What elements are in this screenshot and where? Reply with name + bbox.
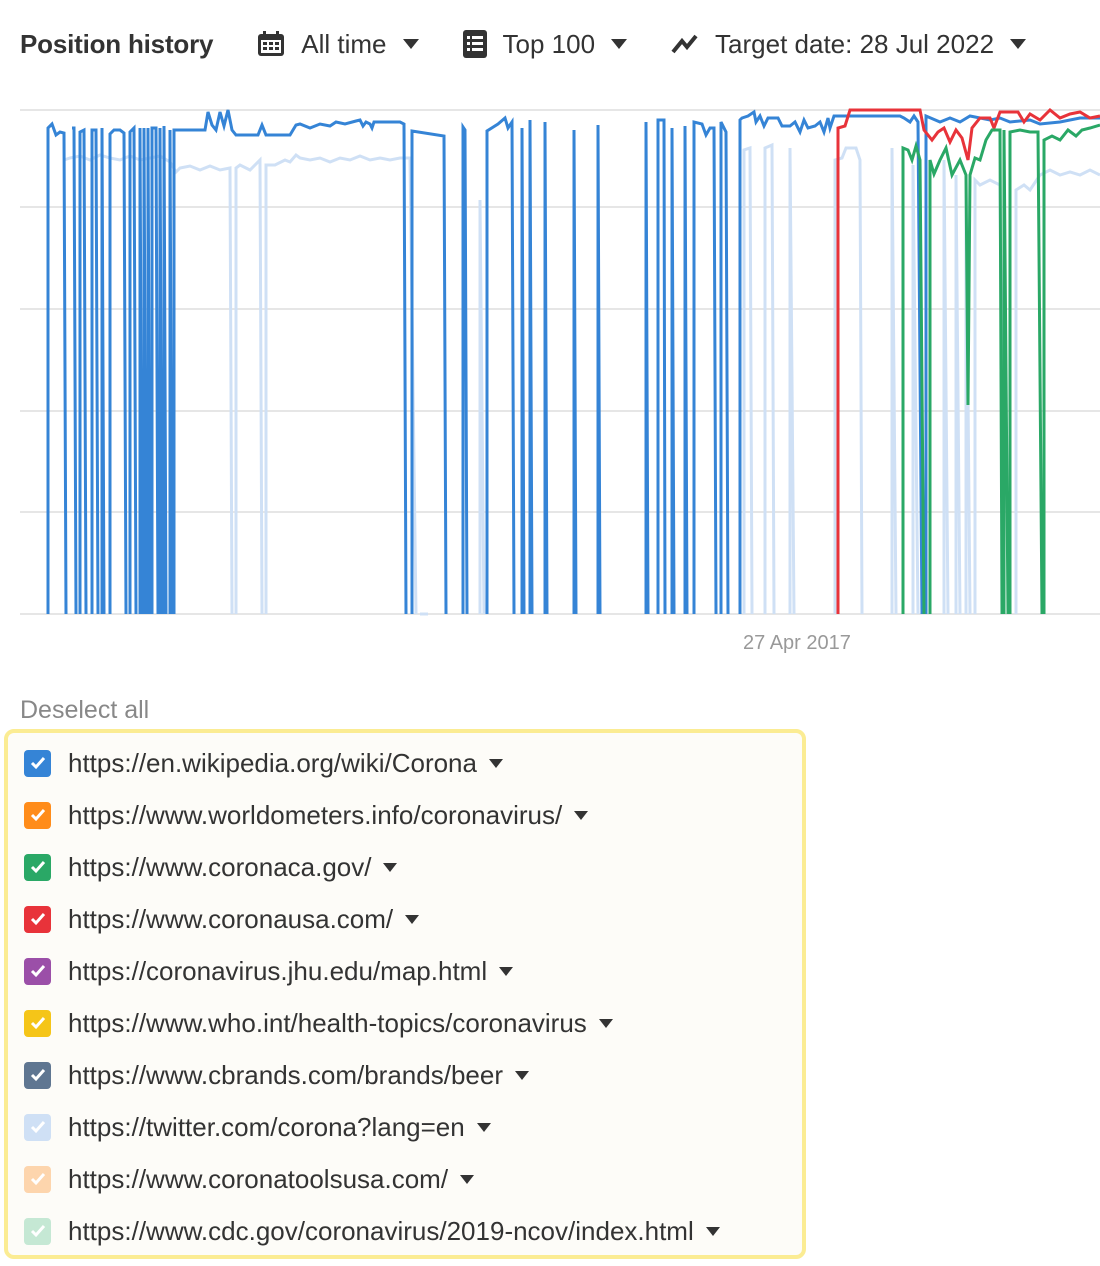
checkmark-icon (30, 1121, 45, 1134)
series-legend: https://en.wikipedia.org/wiki/Corona http… (4, 729, 806, 1259)
checkmark-icon (30, 1017, 45, 1030)
x-axis-tick-label: 27 Apr 2017 (743, 632, 851, 654)
legend-item-label: https://www.who.int/health-topics/corona… (68, 1007, 587, 1038)
deselect-all-link[interactable]: Deselect all (20, 696, 150, 724)
chevron-down-icon[interactable] (598, 1018, 613, 1028)
top-label: Top 100 (502, 28, 596, 59)
series-line[interactable] (63, 142, 1100, 616)
chevron-down-icon[interactable] (460, 1174, 475, 1184)
target-date-label: Target date: 28 Jul 2022 (715, 28, 995, 59)
series-checkbox[interactable] (24, 1217, 51, 1245)
legend-item-label: https://twitter.com/corona?lang=en (68, 1111, 465, 1142)
checkmark-icon (30, 757, 45, 770)
legend-item-label: https://coronavirus.jhu.edu/map.html (68, 955, 488, 986)
position-history-chart[interactable] (0, 90, 1100, 660)
chevron-down-icon (611, 39, 628, 49)
legend-item-label: https://www.coronatoolsusa.com/ (68, 1163, 449, 1194)
legend-item[interactable]: https://www.coronatoolsusa.com/ (24, 1159, 475, 1199)
legend-item[interactable]: https://www.worldometers.info/coronaviru… (24, 795, 589, 835)
series-line[interactable] (836, 107, 1100, 614)
series-checkbox[interactable] (24, 853, 51, 881)
page-title: Position history (20, 28, 214, 59)
series-checkbox[interactable] (24, 1165, 51, 1193)
legend-item[interactable]: https://www.coronaca.gov/ (24, 847, 398, 887)
checkmark-icon (30, 809, 45, 822)
series-checkbox[interactable] (24, 1061, 51, 1089)
series-checkbox[interactable] (24, 957, 51, 985)
legend-item[interactable]: https://en.wikipedia.org/wiki/Corona (24, 743, 503, 783)
legend-item[interactable]: https://www.cdc.gov/coronavirus/2019-nco… (24, 1211, 720, 1251)
legend-item-label: https://www.cbrands.com/brands/beer (68, 1059, 503, 1090)
target-date-dropdown[interactable]: Target date: 28 Jul 2022 (671, 28, 1027, 60)
legend-item-label: https://www.cdc.gov/coronavirus/2019-nco… (68, 1215, 694, 1246)
chevron-down-icon (402, 39, 419, 49)
series-line[interactable] (901, 123, 1100, 615)
checkmark-icon (30, 1225, 45, 1238)
legend-item[interactable]: https://www.coronausa.com/ (24, 899, 420, 939)
series-checkbox[interactable] (24, 749, 51, 777)
legend-item-label: https://www.coronausa.com/ (68, 903, 394, 934)
series-line[interactable] (46, 109, 1100, 615)
series-checkbox[interactable] (24, 905, 51, 933)
chart-header: Position history All time Top 100 Target… (20, 22, 1100, 66)
legend-item[interactable]: https://twitter.com/corona?lang=en (24, 1107, 491, 1147)
calendar-icon (258, 31, 285, 56)
series-checkbox[interactable] (24, 801, 51, 829)
period-label: All time (301, 28, 387, 59)
chevron-down-icon (1010, 39, 1027, 49)
chevron-down-icon[interactable] (476, 1122, 491, 1132)
series-checkbox[interactable] (24, 1009, 51, 1037)
chevron-down-icon[interactable] (383, 862, 398, 872)
chevron-down-icon[interactable] (405, 914, 420, 924)
list-icon (462, 30, 487, 58)
legend-item[interactable]: https://www.cbrands.com/brands/beer (24, 1055, 529, 1095)
checkmark-icon (30, 1069, 45, 1082)
chevron-down-icon[interactable] (488, 758, 503, 768)
chevron-down-icon[interactable] (514, 1070, 529, 1080)
period-dropdown[interactable]: All time (257, 28, 419, 60)
top-positions-dropdown[interactable]: Top 100 (462, 28, 628, 60)
checkmark-icon (30, 913, 45, 926)
checkmark-icon (30, 1173, 45, 1186)
legend-item[interactable]: https://www.who.int/health-topics/corona… (24, 1003, 613, 1043)
series-checkbox[interactable] (24, 1113, 51, 1141)
legend-item-label: https://en.wikipedia.org/wiki/Corona (68, 747, 477, 778)
chevron-down-icon[interactable] (499, 966, 514, 976)
legend-item-label: https://www.worldometers.info/coronaviru… (68, 799, 563, 830)
chevron-down-icon[interactable] (574, 810, 589, 820)
legend-item[interactable]: https://coronavirus.jhu.edu/map.html (24, 951, 514, 991)
chevron-down-icon[interactable] (705, 1226, 720, 1236)
legend-item-label: https://www.coronaca.gov/ (68, 851, 372, 882)
trend-line-icon (671, 34, 698, 54)
checkmark-icon (30, 965, 45, 978)
checkmark-icon (30, 861, 45, 874)
